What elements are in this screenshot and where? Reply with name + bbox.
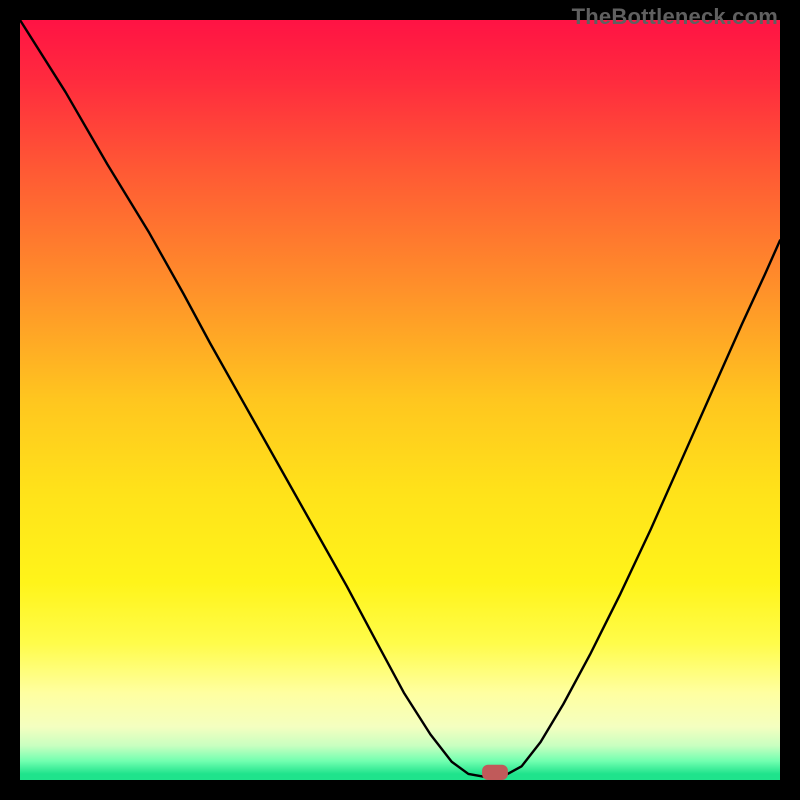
watermark-label: TheBottleneck.com — [572, 4, 778, 30]
plot-svg — [20, 20, 780, 780]
bottleneck-chart — [20, 20, 780, 780]
optimal-marker — [482, 765, 508, 780]
gradient-bg — [20, 20, 780, 780]
